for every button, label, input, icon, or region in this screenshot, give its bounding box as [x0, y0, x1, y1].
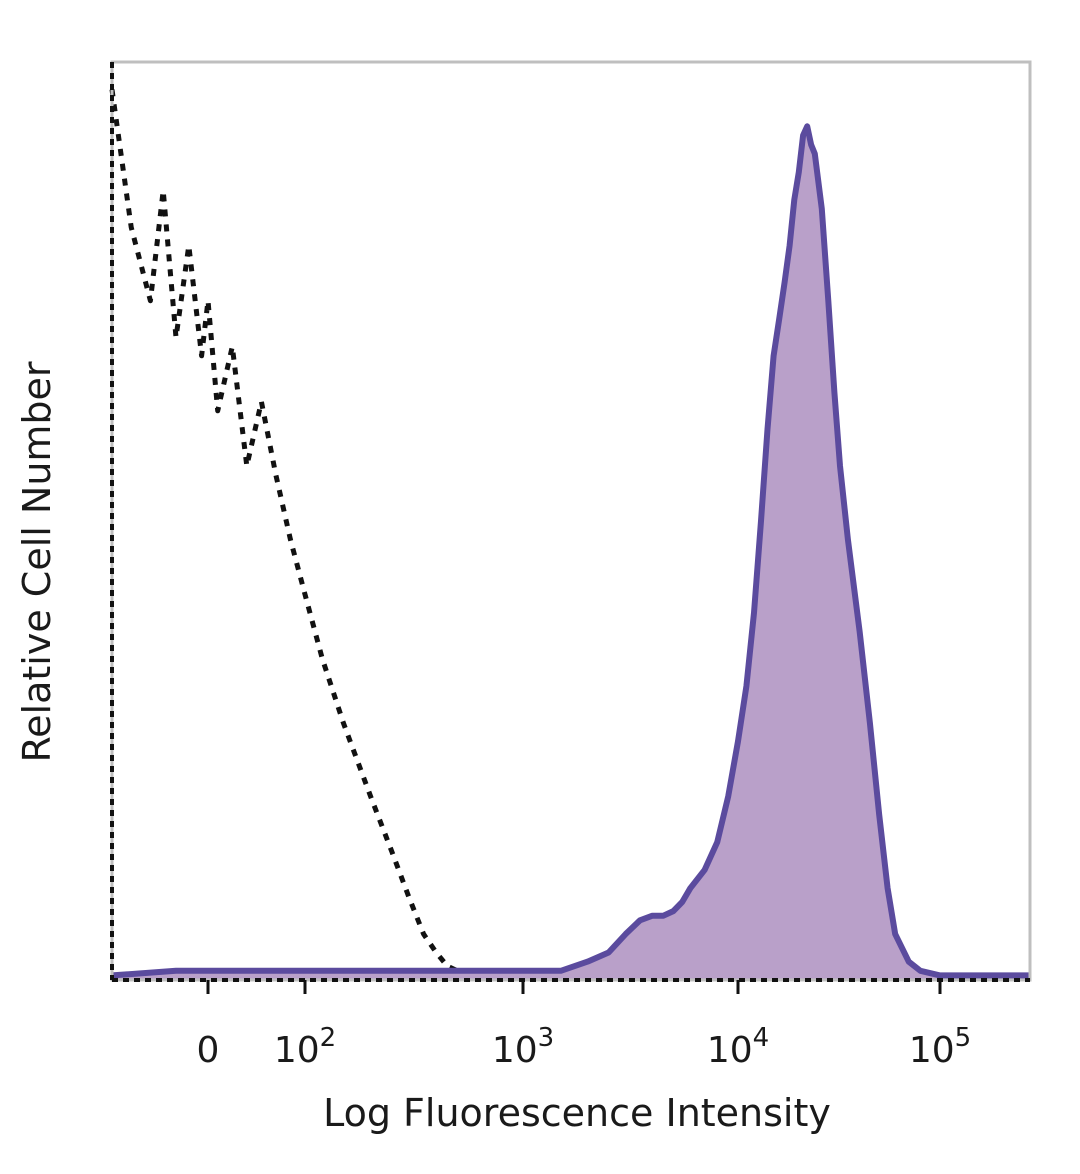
series-0-line — [109, 89, 1030, 981]
x-tick-label-0: 0 — [197, 1030, 220, 1071]
plot-layer — [109, 89, 1030, 981]
x-tick-label-3: 104 — [707, 1023, 769, 1071]
series-1-line — [111, 123, 1030, 979]
y-axis-title: Relative Cell Number — [15, 361, 59, 762]
series-1-fill — [112, 126, 1030, 981]
plot-frame — [110, 60, 1032, 982]
x-axis-title: Log Fluorescence Intensity — [323, 1091, 831, 1135]
tick-layer: 0 102 103 104 105 — [197, 980, 971, 1071]
x-tick-label-4: 105 — [909, 1023, 971, 1071]
x-tick-label-1: 102 — [274, 1023, 336, 1071]
x-tick-label-2: 103 — [492, 1023, 554, 1071]
